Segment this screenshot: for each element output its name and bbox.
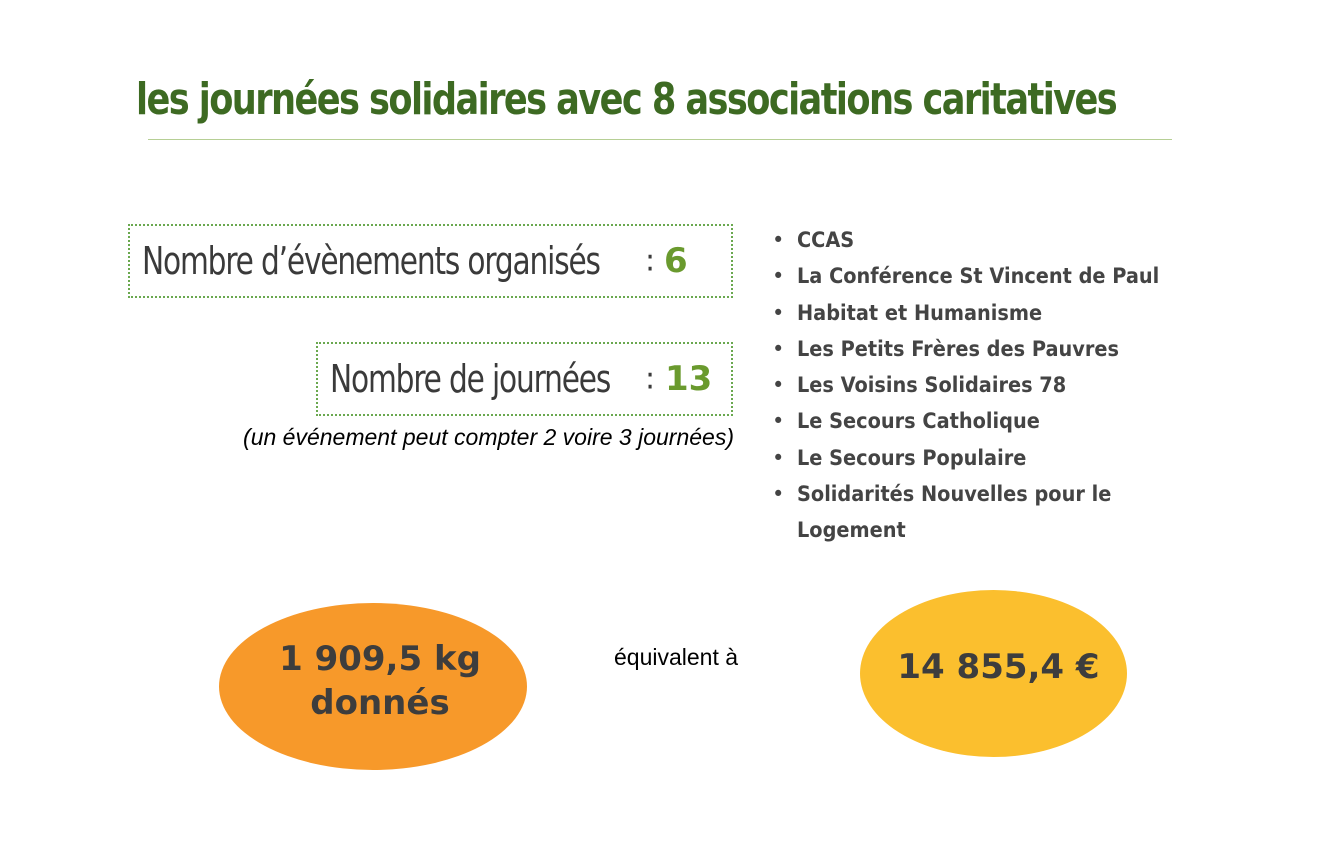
association-name: Le Secours Populaire [797,445,1027,470]
weight-donated-value: 1 909,5 kg [279,638,481,679]
association-name: CCAS [797,228,855,252]
amount-value: 14 855,4 € [897,646,1100,687]
list-item: • Les Voisins Solidaires 78 [772,367,1192,403]
events-count-box: Nombre d’évènements organisés : 6 [128,224,733,298]
events-count-label: Nombre d’évènements organisés [142,239,601,283]
weight-donated-text: 1 909,5 kg donnés [279,637,481,725]
list-item: • Le Secours Catholique [772,403,1192,439]
bullet-icon: • [772,482,785,507]
association-name: Habitat et Humanisme [797,300,1043,325]
association-name: La Conférence St Vincent de Paul [797,264,1160,289]
list-item: • Habitat et Humanisme [772,295,1192,331]
association-name: Les Voisins Solidaires 78 [797,373,1067,398]
bullet-icon: • [772,336,785,361]
days-note: (un événement peut compter 2 voire 3 jou… [243,424,734,450]
associations-list: • CCAS • La Conférence St Vincent de Paul … [772,222,1192,549]
events-count-label-wrap: Nombre d’évènements organisés [142,239,729,283]
list-item: • La Conférence St Vincent de Paul [772,258,1192,294]
days-count-value: 13 [665,359,713,399]
weight-donated-bubble: 1 909,5 kg donnés [219,603,527,770]
list-item: • CCAS [772,222,1192,258]
association-name: Le Secours Catholique [797,409,1040,434]
list-item: • Le Secours Populaire [772,440,1192,476]
list-item: • Solidarités Nouvelles pour le Logement [772,476,1192,549]
days-count-box: Nombre de journées : 13 [316,342,733,416]
bullet-icon: • [772,409,785,434]
days-count-label: Nombre de journées [330,357,611,401]
bullet-icon: • [772,264,785,289]
weight-donated-caption: donnés [310,682,450,723]
bullet-icon: • [772,373,785,398]
title-underline [148,139,1172,140]
events-count-value: 6 [664,241,688,281]
list-item: • Les Petits Frères des Pauvres [772,331,1192,367]
amount-bubble: 14 855,4 € [860,590,1127,757]
events-count-separator: : [645,243,656,279]
association-name: Solidarités Nouvelles pour le Logement [797,482,1112,543]
days-count-separator: : [645,361,656,397]
association-name: Les Petits Frères des Pauvres [797,336,1119,361]
slide-title: les journées solidaires avec 8 associati… [136,74,1118,125]
bullet-icon: • [772,300,785,325]
bullet-icon: • [772,445,785,470]
days-count-label-wrap: Nombre de journées [330,357,689,401]
bullet-icon: • [772,228,785,252]
equivalent-label: équivalent à [614,644,739,670]
